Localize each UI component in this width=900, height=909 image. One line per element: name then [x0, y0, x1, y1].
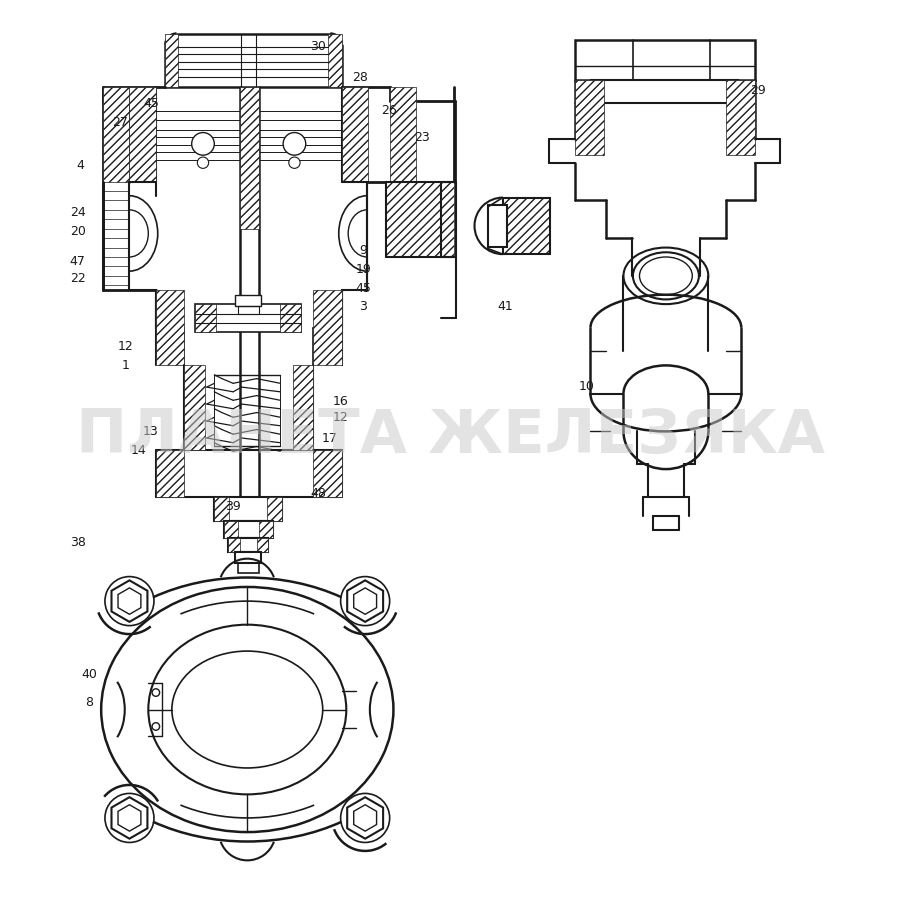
Text: 10: 10	[579, 380, 595, 393]
Bar	[575, 40, 754, 80]
Polygon shape	[354, 804, 376, 831]
Text: 4: 4	[76, 159, 85, 172]
Bar	[214, 497, 283, 521]
Text: 24: 24	[69, 206, 86, 219]
Bar	[342, 87, 368, 182]
Text: 39: 39	[225, 500, 241, 514]
Polygon shape	[112, 797, 148, 839]
Text: 41: 41	[498, 301, 514, 314]
Bar	[235, 295, 261, 306]
Circle shape	[152, 723, 159, 730]
Text: 47: 47	[69, 255, 86, 268]
Bar	[130, 87, 156, 182]
Bar	[195, 305, 216, 333]
Text: 38: 38	[69, 536, 86, 549]
Bar	[313, 450, 342, 497]
Text: 17: 17	[321, 433, 338, 445]
Text: 28: 28	[353, 72, 368, 85]
Bar	[258, 521, 273, 538]
Circle shape	[197, 157, 209, 168]
Ellipse shape	[633, 253, 699, 299]
Bar	[238, 306, 258, 314]
Polygon shape	[347, 797, 383, 839]
Bar	[591, 80, 737, 104]
Polygon shape	[354, 588, 376, 614]
Text: 19: 19	[356, 263, 371, 275]
Text: 13: 13	[142, 425, 158, 438]
Text: 45: 45	[143, 97, 159, 110]
Bar	[386, 182, 454, 257]
Bar	[184, 365, 205, 450]
Bar	[235, 552, 261, 564]
Bar	[726, 80, 754, 155]
Polygon shape	[347, 580, 383, 622]
Text: 29: 29	[751, 84, 766, 96]
Circle shape	[152, 689, 159, 696]
Text: 22: 22	[69, 272, 86, 285]
Bar	[313, 290, 342, 365]
Text: 9: 9	[359, 244, 367, 257]
Bar	[390, 87, 416, 182]
Text: 48: 48	[310, 487, 326, 500]
Text: 26: 26	[381, 105, 397, 117]
Text: 40: 40	[81, 668, 97, 681]
Polygon shape	[118, 804, 141, 831]
Bar	[156, 290, 184, 365]
Ellipse shape	[640, 257, 692, 295]
Bar	[224, 521, 273, 538]
Bar	[267, 497, 283, 521]
Text: 8: 8	[85, 696, 93, 709]
Bar	[104, 87, 130, 182]
Bar	[503, 197, 550, 255]
Bar	[156, 450, 184, 497]
Text: 27: 27	[112, 115, 128, 129]
Circle shape	[284, 133, 306, 155]
Bar	[229, 538, 239, 552]
Bar	[214, 497, 230, 521]
Text: 20: 20	[69, 225, 86, 238]
Text: 12: 12	[333, 411, 348, 424]
Text: 30: 30	[310, 40, 326, 54]
Polygon shape	[112, 580, 148, 622]
Bar	[239, 87, 258, 229]
Text: 16: 16	[333, 395, 348, 408]
Text: 14: 14	[131, 444, 147, 456]
Circle shape	[192, 133, 214, 155]
Bar	[195, 305, 301, 333]
Bar	[224, 521, 238, 538]
Bar	[238, 564, 258, 573]
Text: 45: 45	[356, 282, 371, 295]
Text: 3: 3	[359, 301, 367, 314]
Bar	[292, 365, 313, 450]
Bar	[503, 197, 550, 255]
Text: 1: 1	[122, 359, 130, 372]
Bar	[575, 80, 604, 155]
Polygon shape	[118, 588, 141, 614]
Bar	[166, 34, 178, 87]
Bar	[256, 538, 268, 552]
Bar	[280, 305, 301, 333]
Circle shape	[289, 157, 300, 168]
Bar	[229, 538, 268, 552]
Text: 12: 12	[118, 340, 133, 353]
Bar	[488, 205, 507, 246]
Bar	[328, 34, 342, 87]
Text: ПЛАНЕТА ЖЕЛЕЗЯКА: ПЛАНЕТА ЖЕЛЕЗЯКА	[76, 406, 824, 465]
Text: 23: 23	[414, 131, 429, 144]
